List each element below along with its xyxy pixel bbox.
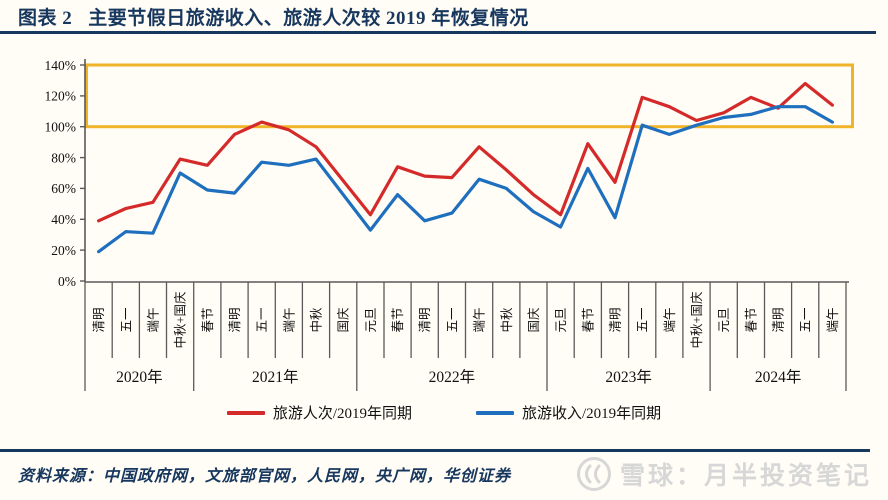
legend-item-trips: 旅游人次/2019年同期 [226, 402, 412, 423]
x-axis-label: 春节 [391, 307, 405, 332]
x-axis-label: 春节 [581, 307, 595, 332]
y-axis-label: 60% [51, 181, 76, 196]
revenue-line-swatch [476, 410, 514, 415]
x-axis-label: 五一 [119, 307, 133, 332]
y-axis-label: 80% [51, 150, 76, 165]
x-axis-label: 中秋+国庆 [173, 291, 188, 349]
year-group-label: 2020年 [116, 368, 163, 386]
legend-label-revenue: 旅游收入/2019年同期 [522, 406, 662, 422]
y-axis-label: 100% [45, 120, 77, 135]
x-axis-label: 五一 [445, 307, 459, 332]
header-rule [0, 31, 876, 34]
line-chart: 0% 20% 40% 60% 80% 100% 120% 140% 清明 五一 端午 中秋+国庆 202… [0, 45, 888, 395]
x-axis-label: 中秋+国庆 [689, 291, 704, 349]
figure-label: 图表 2 [18, 8, 73, 29]
x-axis-label: 元旦 [364, 307, 378, 332]
x-axis-label: 清明 [92, 307, 106, 332]
year-group-label: 2023年 [605, 368, 652, 386]
y-axis-label: 120% [45, 89, 77, 104]
x-axis-label: 元旦 [554, 307, 568, 332]
legend-item-revenue: 旅游收入/2019年同期 [476, 402, 661, 423]
chart-svg: 0%20%40%60%80%100%120%140%清明 五一 端午 中秋+国庆202… [45, 58, 854, 391]
x-axis-label: 清明 [772, 307, 786, 332]
x-axis-label: 国庆 [337, 307, 351, 333]
x-axis-label: 五一 [799, 307, 813, 332]
source-note: 资料来源：中国政府网，文旅部官网，人民网，央广网，华创证券 [18, 462, 511, 486]
y-axis-label: 40% [51, 212, 76, 227]
footer-rule [0, 449, 870, 452]
x-axis-label: 春节 [744, 307, 758, 332]
y-axis-label: 140% [45, 58, 77, 73]
xueqiu-watermark: 雪球：月半投资笔记 [575, 455, 872, 493]
x-axis-label: 端午 [826, 307, 840, 332]
highlight-box-100-140 [85, 63, 854, 129]
x-axis-label: 中秋 [309, 307, 324, 333]
y-axis-label: 0% [58, 274, 76, 289]
source-label: 资料来源： [18, 468, 104, 485]
series-line-revenue [96, 105, 835, 254]
x-axis-label: 五一 [636, 307, 650, 332]
x-axis-label: 清明 [228, 307, 242, 332]
x-axis-label: 清明 [418, 307, 432, 332]
x-axis-label: 清明 [609, 307, 623, 332]
y-axis-label: 20% [51, 243, 76, 258]
year-group-label: 2022年 [429, 368, 476, 386]
x-axis-label: 元旦 [717, 307, 731, 332]
watermark-text: 雪球：月半投资笔记 [619, 463, 872, 490]
x-axis-label: 春节 [201, 307, 215, 332]
x-axis-label: 五一 [255, 307, 269, 332]
series-line-trips [96, 81, 835, 223]
source-list: 中国政府网，文旅部官网，人民网，央广网，华创证券 [103, 468, 512, 485]
year-group-label: 2021年 [252, 368, 299, 386]
x-axis-label: 端午 [282, 307, 296, 332]
xueqiu-logo-icon [576, 457, 611, 491]
figure-title: 主要节假日旅游收入、旅游人次较 2019 年恢复情况 [88, 8, 529, 29]
year-group-label: 2024年 [755, 368, 802, 386]
chart-legend: 旅游人次/2019年同期 旅游收入/2019年同期 [0, 402, 888, 423]
x-axis-label: 端午 [663, 307, 677, 332]
x-axis-label: 国庆 [527, 307, 541, 333]
trips-line-swatch [226, 410, 265, 415]
figure-header: 图表 2 主要节假日旅游收入、旅游人次较 2019 年恢复情况 [18, 3, 529, 30]
x-axis-label: 端午 [146, 307, 160, 332]
x-axis-label: 中秋 [499, 307, 514, 333]
legend-label-trips: 旅游人次/2019年同期 [272, 406, 412, 422]
x-axis-label: 端午 [473, 307, 487, 332]
